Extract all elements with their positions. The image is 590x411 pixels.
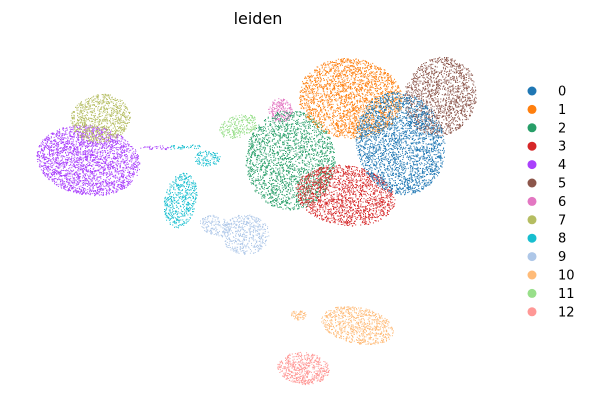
legend-marker-5 bbox=[527, 178, 537, 188]
legend-label-12: 12 bbox=[558, 305, 575, 320]
cluster-2-points bbox=[245, 111, 336, 211]
cluster-9-points bbox=[200, 214, 270, 255]
legend-label-10: 10 bbox=[558, 269, 575, 284]
legend-marker-2 bbox=[527, 123, 537, 133]
cluster-0-points bbox=[355, 91, 446, 196]
legend-item-4: 4 bbox=[527, 158, 566, 173]
legend-label-4: 4 bbox=[558, 158, 566, 173]
legend-marker-9 bbox=[527, 252, 537, 262]
cluster-3-points bbox=[295, 164, 396, 227]
legend-marker-12 bbox=[527, 307, 537, 317]
legend-label-0: 0 bbox=[558, 85, 566, 100]
legend-item-8: 8 bbox=[527, 232, 566, 247]
legend-marker-6 bbox=[527, 196, 537, 206]
legend-marker-8 bbox=[527, 233, 537, 243]
legend-item-5: 5 bbox=[527, 177, 566, 192]
legend-label-2: 2 bbox=[558, 121, 566, 136]
cluster-8-points bbox=[163, 144, 221, 229]
legend-label-11: 11 bbox=[558, 287, 575, 302]
cluster-12-points bbox=[277, 351, 330, 386]
legend-item-2: 2 bbox=[527, 121, 566, 136]
legend-item-3: 3 bbox=[527, 140, 566, 155]
legend-item-11: 11 bbox=[527, 287, 575, 302]
legend-label-3: 3 bbox=[558, 140, 566, 155]
legend-item-6: 6 bbox=[527, 195, 566, 210]
cluster-7-points bbox=[70, 93, 131, 144]
legend-item-9: 9 bbox=[527, 250, 566, 265]
legend-item-10: 10 bbox=[527, 269, 575, 284]
legend-label-6: 6 bbox=[558, 195, 566, 210]
legend-marker-7 bbox=[527, 215, 537, 225]
cluster-10-points bbox=[291, 306, 394, 345]
legend-label-8: 8 bbox=[558, 232, 566, 247]
legend-item-7: 7 bbox=[527, 213, 566, 228]
cluster-points bbox=[36, 56, 477, 386]
legend-marker-10 bbox=[527, 270, 537, 280]
legend-marker-0 bbox=[527, 86, 537, 96]
legend-label-5: 5 bbox=[558, 177, 566, 192]
legend-marker-1 bbox=[527, 104, 537, 114]
chart-title: leiden bbox=[234, 9, 283, 28]
legend-label-9: 9 bbox=[558, 250, 566, 265]
cluster-4-points bbox=[36, 124, 171, 197]
legend-item-12: 12 bbox=[527, 305, 575, 320]
cluster-11-points bbox=[219, 114, 257, 139]
legend-label-7: 7 bbox=[558, 213, 566, 228]
legend-marker-11 bbox=[527, 288, 537, 298]
legend-marker-4 bbox=[527, 160, 537, 170]
legend-item-1: 1 bbox=[527, 103, 566, 118]
legend-item-0: 0 bbox=[527, 85, 566, 100]
cluster-1-points bbox=[299, 58, 403, 139]
legend-label-1: 1 bbox=[558, 103, 566, 118]
legend-marker-3 bbox=[527, 141, 537, 151]
